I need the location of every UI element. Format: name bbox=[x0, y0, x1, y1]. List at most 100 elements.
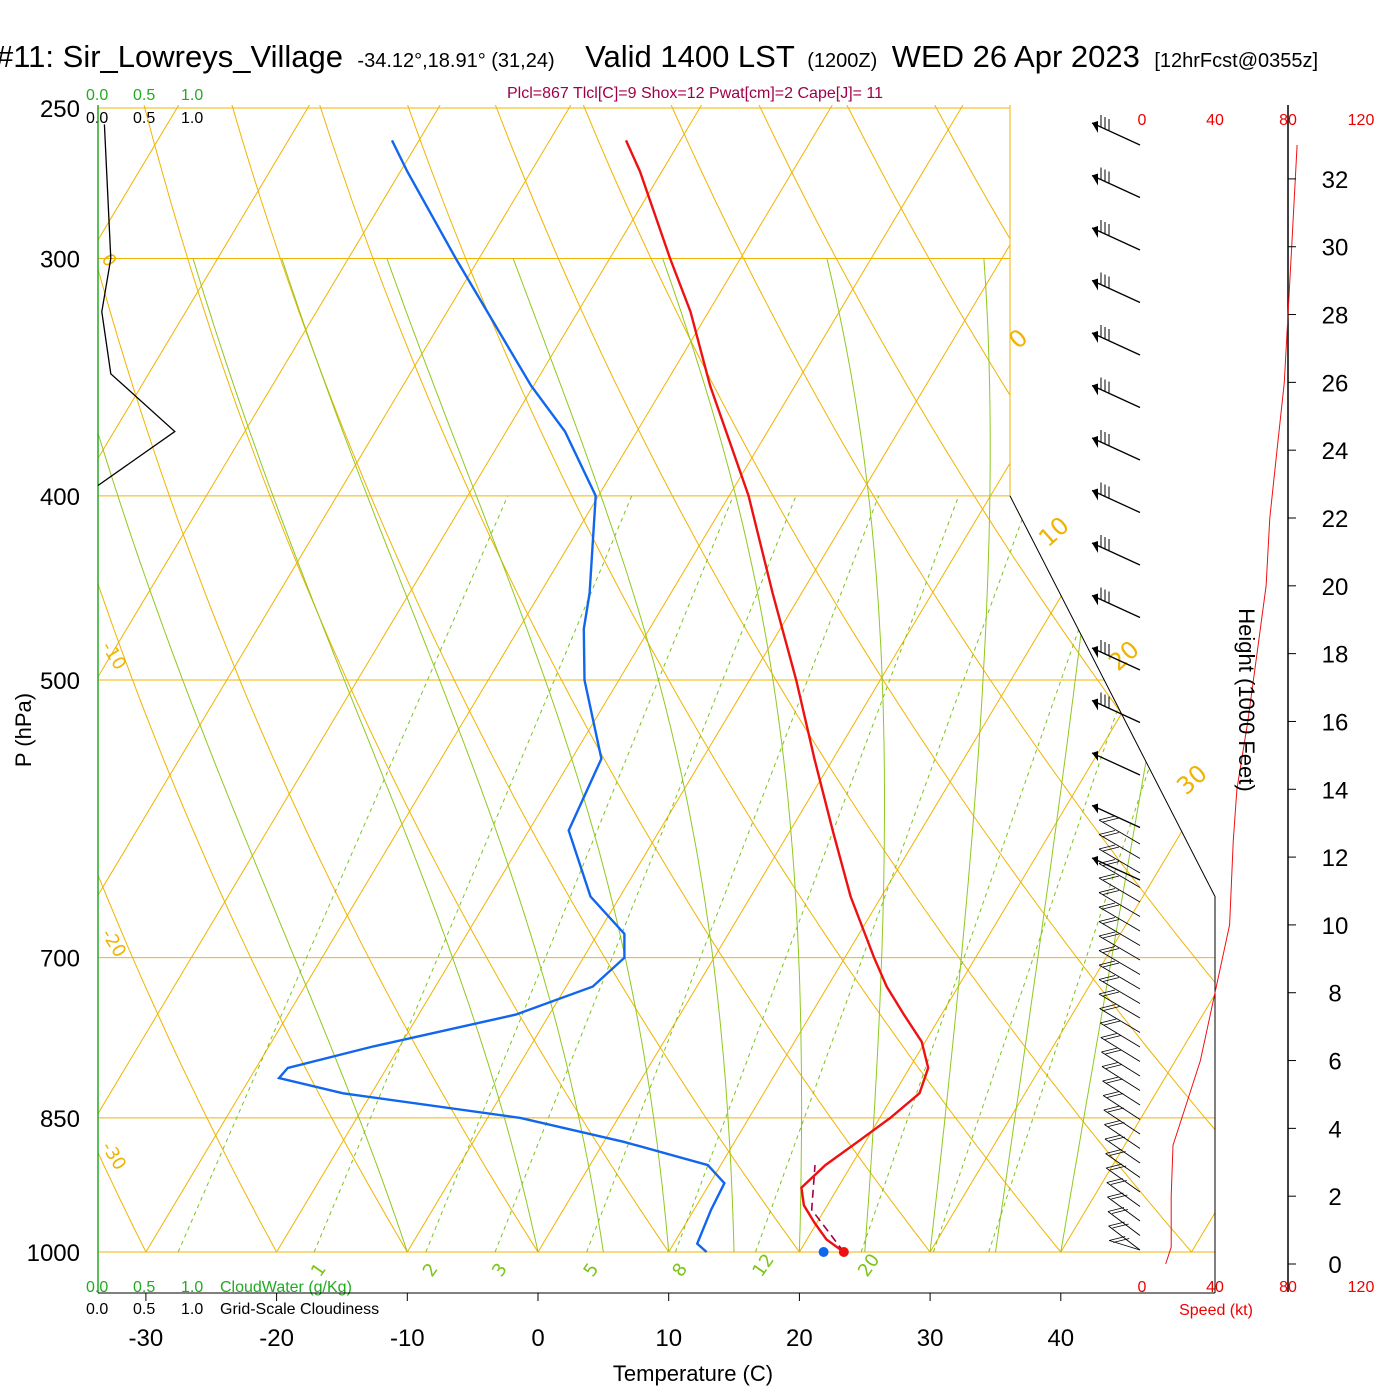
wind-barb-staff bbox=[1098, 834, 1141, 859]
cloudiness-top-0: 0.0 bbox=[86, 110, 108, 127]
wind-barb-low bbox=[1098, 902, 1141, 932]
wind-barb-staff bbox=[1091, 857, 1141, 881]
wind-barb-feather bbox=[1106, 1163, 1123, 1169]
wind-barb-pennant bbox=[1092, 803, 1098, 814]
wind-barb-pennant bbox=[1092, 121, 1098, 133]
wind-barb-feather bbox=[1107, 1207, 1125, 1212]
height-tick-6: 6 bbox=[1328, 1049, 1341, 1076]
moist-adiabat-lines bbox=[98, 258, 1215, 1252]
wind-barb-feather bbox=[1106, 1078, 1123, 1084]
temperature-tick-30: 30 bbox=[917, 1325, 944, 1352]
wind-barb bbox=[1091, 430, 1141, 461]
mixing-ratio-label: 3 bbox=[488, 1259, 512, 1280]
wind-barb-staff bbox=[1104, 1138, 1141, 1164]
temperature-tick-10: 10 bbox=[655, 1325, 682, 1352]
wind-barb-feather bbox=[1098, 830, 1116, 835]
height-tick-0: 0 bbox=[1328, 1252, 1341, 1279]
temperature-tick-0: 0 bbox=[531, 1325, 544, 1352]
dry-adiabat bbox=[657, 105, 1215, 1252]
wind-barb-staff bbox=[1091, 804, 1141, 829]
wind-barb-feather bbox=[1105, 1149, 1122, 1154]
wind-barb-staff bbox=[1091, 699, 1141, 724]
isotherm-label-10: 10 bbox=[1033, 511, 1074, 552]
height-tick-10: 10 bbox=[1322, 913, 1349, 940]
wind-barb-staff bbox=[1105, 1167, 1141, 1193]
wind-barb-staff bbox=[1098, 964, 1141, 990]
wind-barb-pennant bbox=[1092, 331, 1098, 343]
pressure-tick-1000: 1000 bbox=[27, 1240, 80, 1267]
wind-barb-feather bbox=[1098, 931, 1116, 937]
speed-tick-top-40: 40 bbox=[1206, 112, 1224, 129]
wind-barb-staff bbox=[1101, 1066, 1141, 1091]
wind-barb-staff bbox=[1091, 594, 1141, 619]
wind-barb-feather bbox=[1112, 1223, 1129, 1229]
isotherm-label--10: -10 bbox=[97, 638, 130, 674]
wind-barb-feather bbox=[1102, 832, 1120, 837]
sounding-params: Plcl=867 Tlcl[C]=9 Shox=12 Pwat[cm]=2 Ca… bbox=[507, 85, 883, 102]
mixing-ratio-2 bbox=[425, 495, 734, 1252]
wind-barb-low bbox=[1098, 931, 1141, 961]
pressure-tick-400: 400 bbox=[40, 484, 80, 511]
wind-barb-feather bbox=[1098, 946, 1116, 951]
wind-barb-low bbox=[1098, 873, 1141, 903]
wind-barb-feather bbox=[1098, 873, 1116, 879]
wind-barb-low bbox=[1106, 1178, 1141, 1207]
wind-barb-staff bbox=[1102, 1080, 1141, 1106]
wind-barb-feather bbox=[1103, 1091, 1120, 1096]
wind-barb-pennant bbox=[1092, 226, 1098, 238]
wind-barb bbox=[1091, 803, 1141, 829]
isotherm-label-0: 0 bbox=[1003, 323, 1033, 354]
wind-barb-staff bbox=[1102, 1095, 1141, 1120]
moist-adiabat bbox=[281, 258, 604, 1252]
isotherm--10 bbox=[406, 105, 1095, 1252]
speed-tick-bottom-0: 0 bbox=[1138, 1279, 1147, 1296]
wind-barb-low bbox=[1100, 1033, 1141, 1062]
moist-adiabat bbox=[1060, 258, 1215, 1252]
temperature-axis-label: Temperature (C) bbox=[613, 1361, 773, 1386]
station-name: #11: Sir_Lowreys_Village bbox=[0, 39, 343, 74]
wind-barb-feather bbox=[1110, 1180, 1127, 1185]
wind-barb-low bbox=[1107, 1207, 1141, 1236]
wind-barb-feather bbox=[1102, 890, 1120, 895]
mixing-ratio-12 bbox=[755, 495, 1032, 1252]
wind-barb-feather bbox=[1100, 1018, 1117, 1024]
isotherm--50 bbox=[98, 105, 572, 1252]
wind-barb-pennant bbox=[1092, 856, 1098, 866]
wind-barb-low bbox=[1108, 1221, 1141, 1251]
wind-barb-pennant bbox=[1092, 698, 1098, 711]
wind-barb-feather bbox=[1103, 1105, 1120, 1111]
wind-barb-feather bbox=[1110, 1165, 1127, 1171]
cloudiness-legend: Grid-Scale Cloudiness bbox=[220, 1301, 379, 1318]
mixing-ratio-0.4 bbox=[177, 495, 509, 1252]
cloudiness-bottom-1: 0.5 bbox=[133, 1301, 155, 1318]
wind-barb-feather bbox=[1102, 919, 1120, 924]
wind-barb-feather bbox=[1104, 1020, 1121, 1026]
wind-barb-low bbox=[1105, 1149, 1141, 1178]
wind-barb-feather bbox=[1105, 1064, 1123, 1069]
wind-barb-low bbox=[1107, 1192, 1141, 1222]
extension-border bbox=[1009, 495, 1216, 1293]
isotherm-0 bbox=[537, 105, 1215, 1252]
wind-barb-staff bbox=[1091, 384, 1141, 409]
wind-speed-line bbox=[1165, 144, 1298, 1265]
isotherm-10 bbox=[668, 105, 1215, 1252]
wind-barb-feather bbox=[1102, 846, 1120, 852]
wind-barb bbox=[1091, 272, 1141, 304]
height-tick-4: 4 bbox=[1328, 1116, 1341, 1143]
wind-barb-staff bbox=[1091, 279, 1141, 304]
wind-barb-feather bbox=[1103, 1006, 1120, 1011]
moist-adiabat bbox=[929, 258, 991, 1252]
wind-barb-low bbox=[1102, 1076, 1141, 1106]
height-tick-22: 22 bbox=[1322, 506, 1349, 533]
wind-barb-staff bbox=[1091, 542, 1141, 566]
wind-barb-pennant bbox=[1092, 436, 1098, 448]
mixing-ratio-label: 8 bbox=[668, 1259, 692, 1280]
wind-barb bbox=[1091, 692, 1141, 724]
wind-barb-low bbox=[1098, 844, 1141, 874]
height-tick-8: 8 bbox=[1328, 981, 1341, 1008]
wind-barb-feather bbox=[1102, 904, 1120, 910]
dry-adiabat bbox=[396, 105, 1095, 1252]
wind-barb-staff bbox=[1098, 819, 1141, 845]
wind-barb bbox=[1091, 167, 1141, 199]
